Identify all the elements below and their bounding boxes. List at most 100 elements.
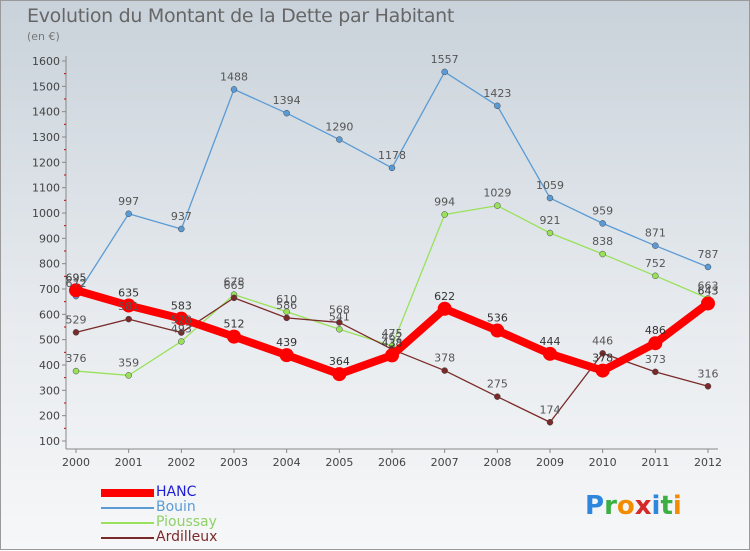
- data-label-pioussay: 376: [66, 352, 87, 365]
- data-point-ardilleux: [494, 393, 501, 400]
- data-label-pioussay: 541: [329, 310, 350, 323]
- data-point-hanc: [648, 336, 663, 351]
- y-tick-label: 500: [39, 334, 60, 347]
- y-tick-label: 900: [39, 232, 60, 245]
- data-point-ardilleux: [336, 319, 343, 326]
- logo-letter: i: [672, 491, 682, 521]
- data-point-hanc: [543, 346, 557, 361]
- data-label-ardilleux: 446: [592, 334, 613, 347]
- data-point-pioussay: [178, 338, 185, 345]
- data-label-pioussay: 475: [382, 327, 403, 340]
- legend-swatch: [101, 522, 154, 524]
- data-point-hanc: [701, 296, 715, 311]
- data-point-hanc: [69, 283, 83, 298]
- y-tick-label: 300: [39, 384, 60, 397]
- data-label-bouin: 1557: [431, 53, 459, 66]
- logo-letter: P: [585, 491, 605, 521]
- data-label-bouin: 1423: [483, 87, 511, 100]
- y-tick-label: 1600: [32, 55, 60, 68]
- x-tick-label: 2012: [694, 456, 722, 469]
- y-tick-label: 600: [39, 308, 60, 321]
- data-point-pioussay: [441, 211, 448, 218]
- data-label-pioussay: 359: [118, 356, 139, 369]
- data-point-pioussay: [72, 367, 80, 375]
- x-tick-label: 2007: [431, 456, 459, 469]
- x-tick-label: 2008: [483, 456, 511, 469]
- data-point-bouin: [652, 242, 659, 249]
- legend-swatch: [101, 507, 154, 509]
- data-label-hanc: 536: [487, 312, 508, 325]
- data-label-ardilleux: 581: [118, 300, 139, 313]
- data-point-bouin: [388, 164, 396, 172]
- data-label-bouin: 1488: [220, 70, 248, 83]
- y-tick-label: 1400: [32, 106, 60, 119]
- data-point-bouin: [125, 210, 132, 218]
- data-label-ardilleux: 529: [66, 313, 87, 326]
- logo-letter: i: [651, 491, 661, 521]
- data-label-bouin: 937: [171, 210, 192, 223]
- data-point-bouin: [178, 225, 185, 233]
- data-label-bouin: 672: [66, 277, 87, 290]
- data-point-ardilleux: [704, 383, 712, 390]
- data-label-bouin: 1059: [536, 179, 564, 192]
- data-label-pioussay: 994: [434, 196, 455, 209]
- logo-letter: r: [604, 491, 617, 521]
- y-tick-label: 100: [39, 435, 60, 448]
- data-label-hanc: 364: [329, 355, 350, 368]
- x-tick-label: 2001: [115, 456, 143, 469]
- data-label-bouin: 1178: [378, 149, 406, 162]
- data-point-hanc: [385, 348, 399, 363]
- legend-swatch: [101, 489, 154, 497]
- x-tick-label: 2011: [641, 456, 669, 469]
- data-point-ardilleux: [599, 350, 606, 357]
- legend-label: Bouin: [156, 499, 196, 515]
- data-point-bouin: [283, 109, 290, 117]
- data-point-pioussay: [494, 202, 501, 209]
- x-tick-label: 2005: [325, 456, 353, 469]
- y-tick-label: 1200: [32, 156, 60, 169]
- data-label-pioussay: 610: [276, 293, 297, 306]
- data-label-bouin: 1394: [273, 94, 301, 107]
- legend-label: Pioussay: [156, 514, 217, 530]
- data-point-ardilleux: [283, 314, 290, 322]
- y-tick-label: 800: [39, 258, 60, 271]
- data-point-bouin: [546, 194, 554, 202]
- legend-item-hanc: HANC: [101, 485, 261, 500]
- x-tick-label: 2009: [536, 456, 564, 469]
- data-point-bouin: [704, 263, 712, 271]
- data-label-pioussay: 752: [645, 257, 666, 270]
- legend-label: HANC: [156, 484, 197, 500]
- legend-item-ardilleux: Ardilleux: [101, 530, 261, 545]
- data-point-hanc: [174, 311, 189, 326]
- x-tick-label: 2010: [589, 456, 617, 469]
- data-label-pioussay: 838: [592, 235, 613, 248]
- data-point-bouin: [494, 102, 501, 110]
- data-label-ardilleux: 275: [487, 378, 508, 391]
- data-label-pioussay: 1029: [483, 187, 511, 200]
- data-label-ardilleux: 528: [171, 314, 192, 327]
- data-point-ardilleux: [652, 368, 659, 376]
- data-label-ardilleux: 462: [382, 330, 403, 343]
- data-label-ardilleux: 586: [276, 299, 297, 312]
- legend-swatch: [101, 537, 154, 539]
- data-label-hanc: 583: [171, 300, 192, 313]
- data-point-ardilleux: [546, 419, 554, 426]
- x-tick-label: 2000: [62, 456, 90, 469]
- data-point-ardilleux: [178, 329, 185, 336]
- data-point-pioussay: [599, 250, 606, 258]
- logo-letter: x: [634, 491, 652, 521]
- chart-title: Evolution du Montant de la Dette par Hab…: [27, 5, 455, 27]
- y-tick-label: 400: [39, 359, 60, 372]
- data-point-bouin: [599, 220, 606, 227]
- data-point-pioussay: [652, 272, 659, 280]
- x-tick-label: 2004: [273, 456, 301, 469]
- data-label-ardilleux: 373: [645, 353, 666, 366]
- y-tick-label: 1100: [32, 182, 60, 195]
- data-label-ardilleux: 378: [434, 352, 455, 365]
- y-tick-label: 700: [39, 283, 60, 296]
- data-point-bouin: [441, 68, 448, 76]
- data-point-ardilleux: [441, 367, 448, 374]
- data-point-hanc: [437, 301, 452, 316]
